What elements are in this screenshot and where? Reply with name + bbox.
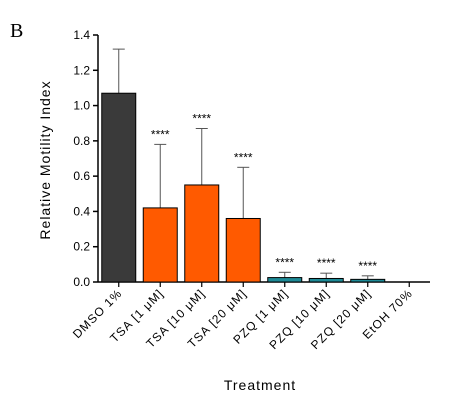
bar — [101, 92, 137, 283]
y-tick-label: 0.2 — [73, 240, 90, 254]
significance-label: **** — [275, 255, 294, 269]
bar — [225, 217, 261, 283]
y-tick-label: 0.0 — [73, 275, 90, 289]
y-tick-label: 1.0 — [73, 99, 90, 113]
bars — [101, 92, 386, 283]
x-axis-title: Treatment — [224, 377, 296, 393]
significance-label: **** — [317, 256, 336, 270]
category-labels: DMSO 1%TSA [1 μM]TSA [10 μM]TSA [20 μM]P… — [70, 286, 415, 352]
bar — [267, 277, 303, 283]
y-tick-label: 1.2 — [73, 63, 90, 77]
y-tick-label: 0.4 — [73, 204, 90, 218]
panel-label: B — [10, 20, 23, 42]
significance-label: **** — [151, 127, 170, 141]
bar — [184, 184, 220, 283]
significance-label: **** — [358, 259, 377, 273]
y-tick-label: 0.8 — [73, 134, 90, 148]
y-axis-title: Relative Motility Index — [37, 80, 53, 239]
y-tick-label: 0.6 — [73, 169, 90, 183]
significance-label: **** — [234, 150, 253, 164]
y-axis: 0.0 0.2 0.4 0.6 0.8 1.0 1.2 1.4 — [73, 28, 99, 289]
y-tick-label: 1.4 — [73, 28, 90, 42]
bar — [308, 277, 344, 283]
significance-labels: **** **** **** **** **** **** — [151, 112, 378, 273]
bar — [350, 278, 386, 283]
bar — [142, 207, 178, 283]
significance-label: **** — [192, 112, 211, 126]
x-axis — [98, 281, 430, 287]
error-bars — [112, 48, 374, 280]
